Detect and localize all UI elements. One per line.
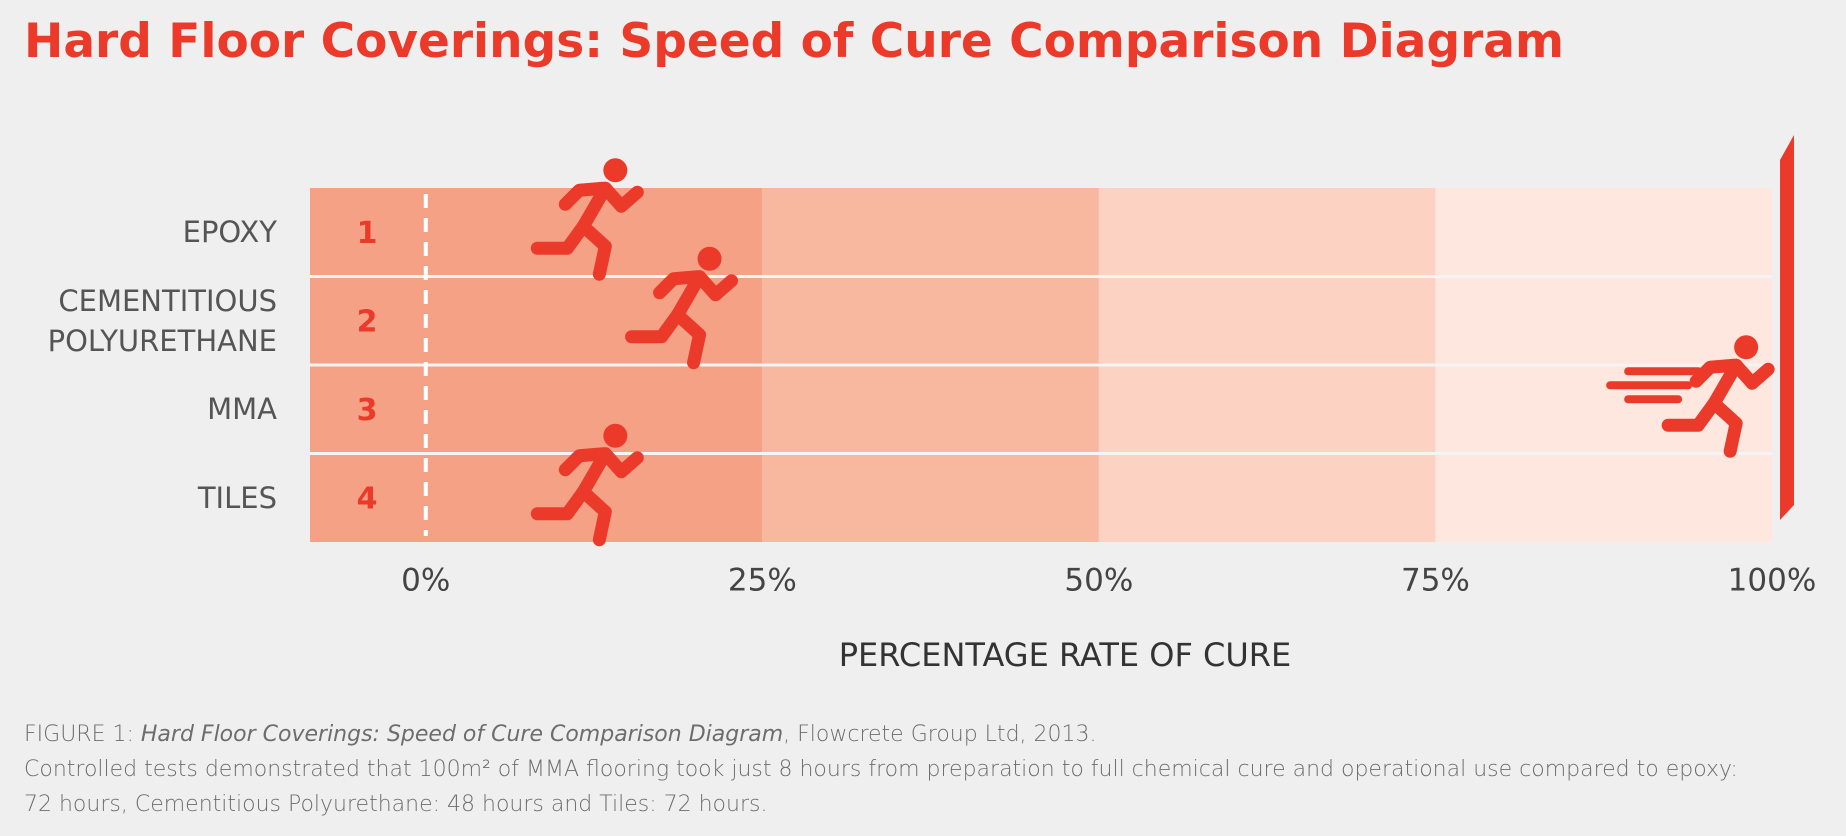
runner-head — [603, 423, 628, 448]
runner-arm — [653, 270, 705, 300]
runner-arm — [598, 181, 644, 213]
category-label: EPOXY — [182, 215, 277, 250]
category-label: CEMENTITIOUS POLYURETHANE — [47, 283, 277, 358]
rank-label: 2 — [357, 304, 378, 339]
category-label: MMA — [207, 392, 277, 427]
x-tick-label: 100% — [1728, 563, 1817, 599]
figure-source: , Flowcrete Group Ltd, 2013. — [783, 722, 1097, 747]
category-label: TILES — [197, 480, 277, 515]
rank-label: 3 — [357, 393, 378, 428]
finish-line — [1780, 135, 1794, 520]
caption-line: FIGURE 1: Hard Floor Coverings: Speed of… — [24, 722, 1097, 747]
chart-title: Hard Floor Coverings: Speed of Cure Comp… — [24, 14, 1564, 69]
runner — [625, 246, 739, 370]
runner-arm — [558, 447, 610, 477]
runner-head — [697, 246, 722, 271]
runner-leg — [1661, 396, 1721, 432]
runner — [530, 423, 644, 547]
figure-title: Hard Floor Coverings: Speed of Cure Comp… — [140, 722, 784, 747]
runner-arm — [693, 270, 739, 302]
runner-arm — [558, 181, 610, 211]
figure-label: FIGURE 1: — [24, 722, 134, 747]
rank-label: 4 — [357, 481, 378, 516]
runner-arm — [598, 447, 644, 479]
runner-leg — [530, 485, 590, 521]
runner-leg — [625, 308, 685, 344]
x-tick-label: 75% — [1401, 563, 1470, 599]
caption-note: Controlled tests demonstrated that 100m²… — [24, 757, 1738, 782]
runner-arm — [1729, 358, 1775, 390]
runner-leg — [671, 308, 707, 370]
x-tick-label: 50% — [1064, 563, 1133, 599]
rank-label: 1 — [357, 216, 378, 251]
runner — [530, 158, 644, 281]
runner-head — [1734, 335, 1759, 360]
runner-leg — [530, 219, 590, 255]
caption-note: 72 hours, Cementitious Polyurethane: 48 … — [24, 792, 768, 817]
runner-arm — [1689, 358, 1741, 388]
x-tick-label: 25% — [728, 563, 797, 599]
runner-leg — [1707, 396, 1743, 458]
runner-head — [603, 158, 628, 183]
runner-leg — [576, 485, 612, 547]
runner — [1606, 335, 1775, 458]
runner-leg — [576, 219, 612, 281]
x-axis-label: PERCENTAGE RATE OF CURE — [839, 636, 1292, 674]
x-tick-label: 0% — [401, 563, 450, 599]
